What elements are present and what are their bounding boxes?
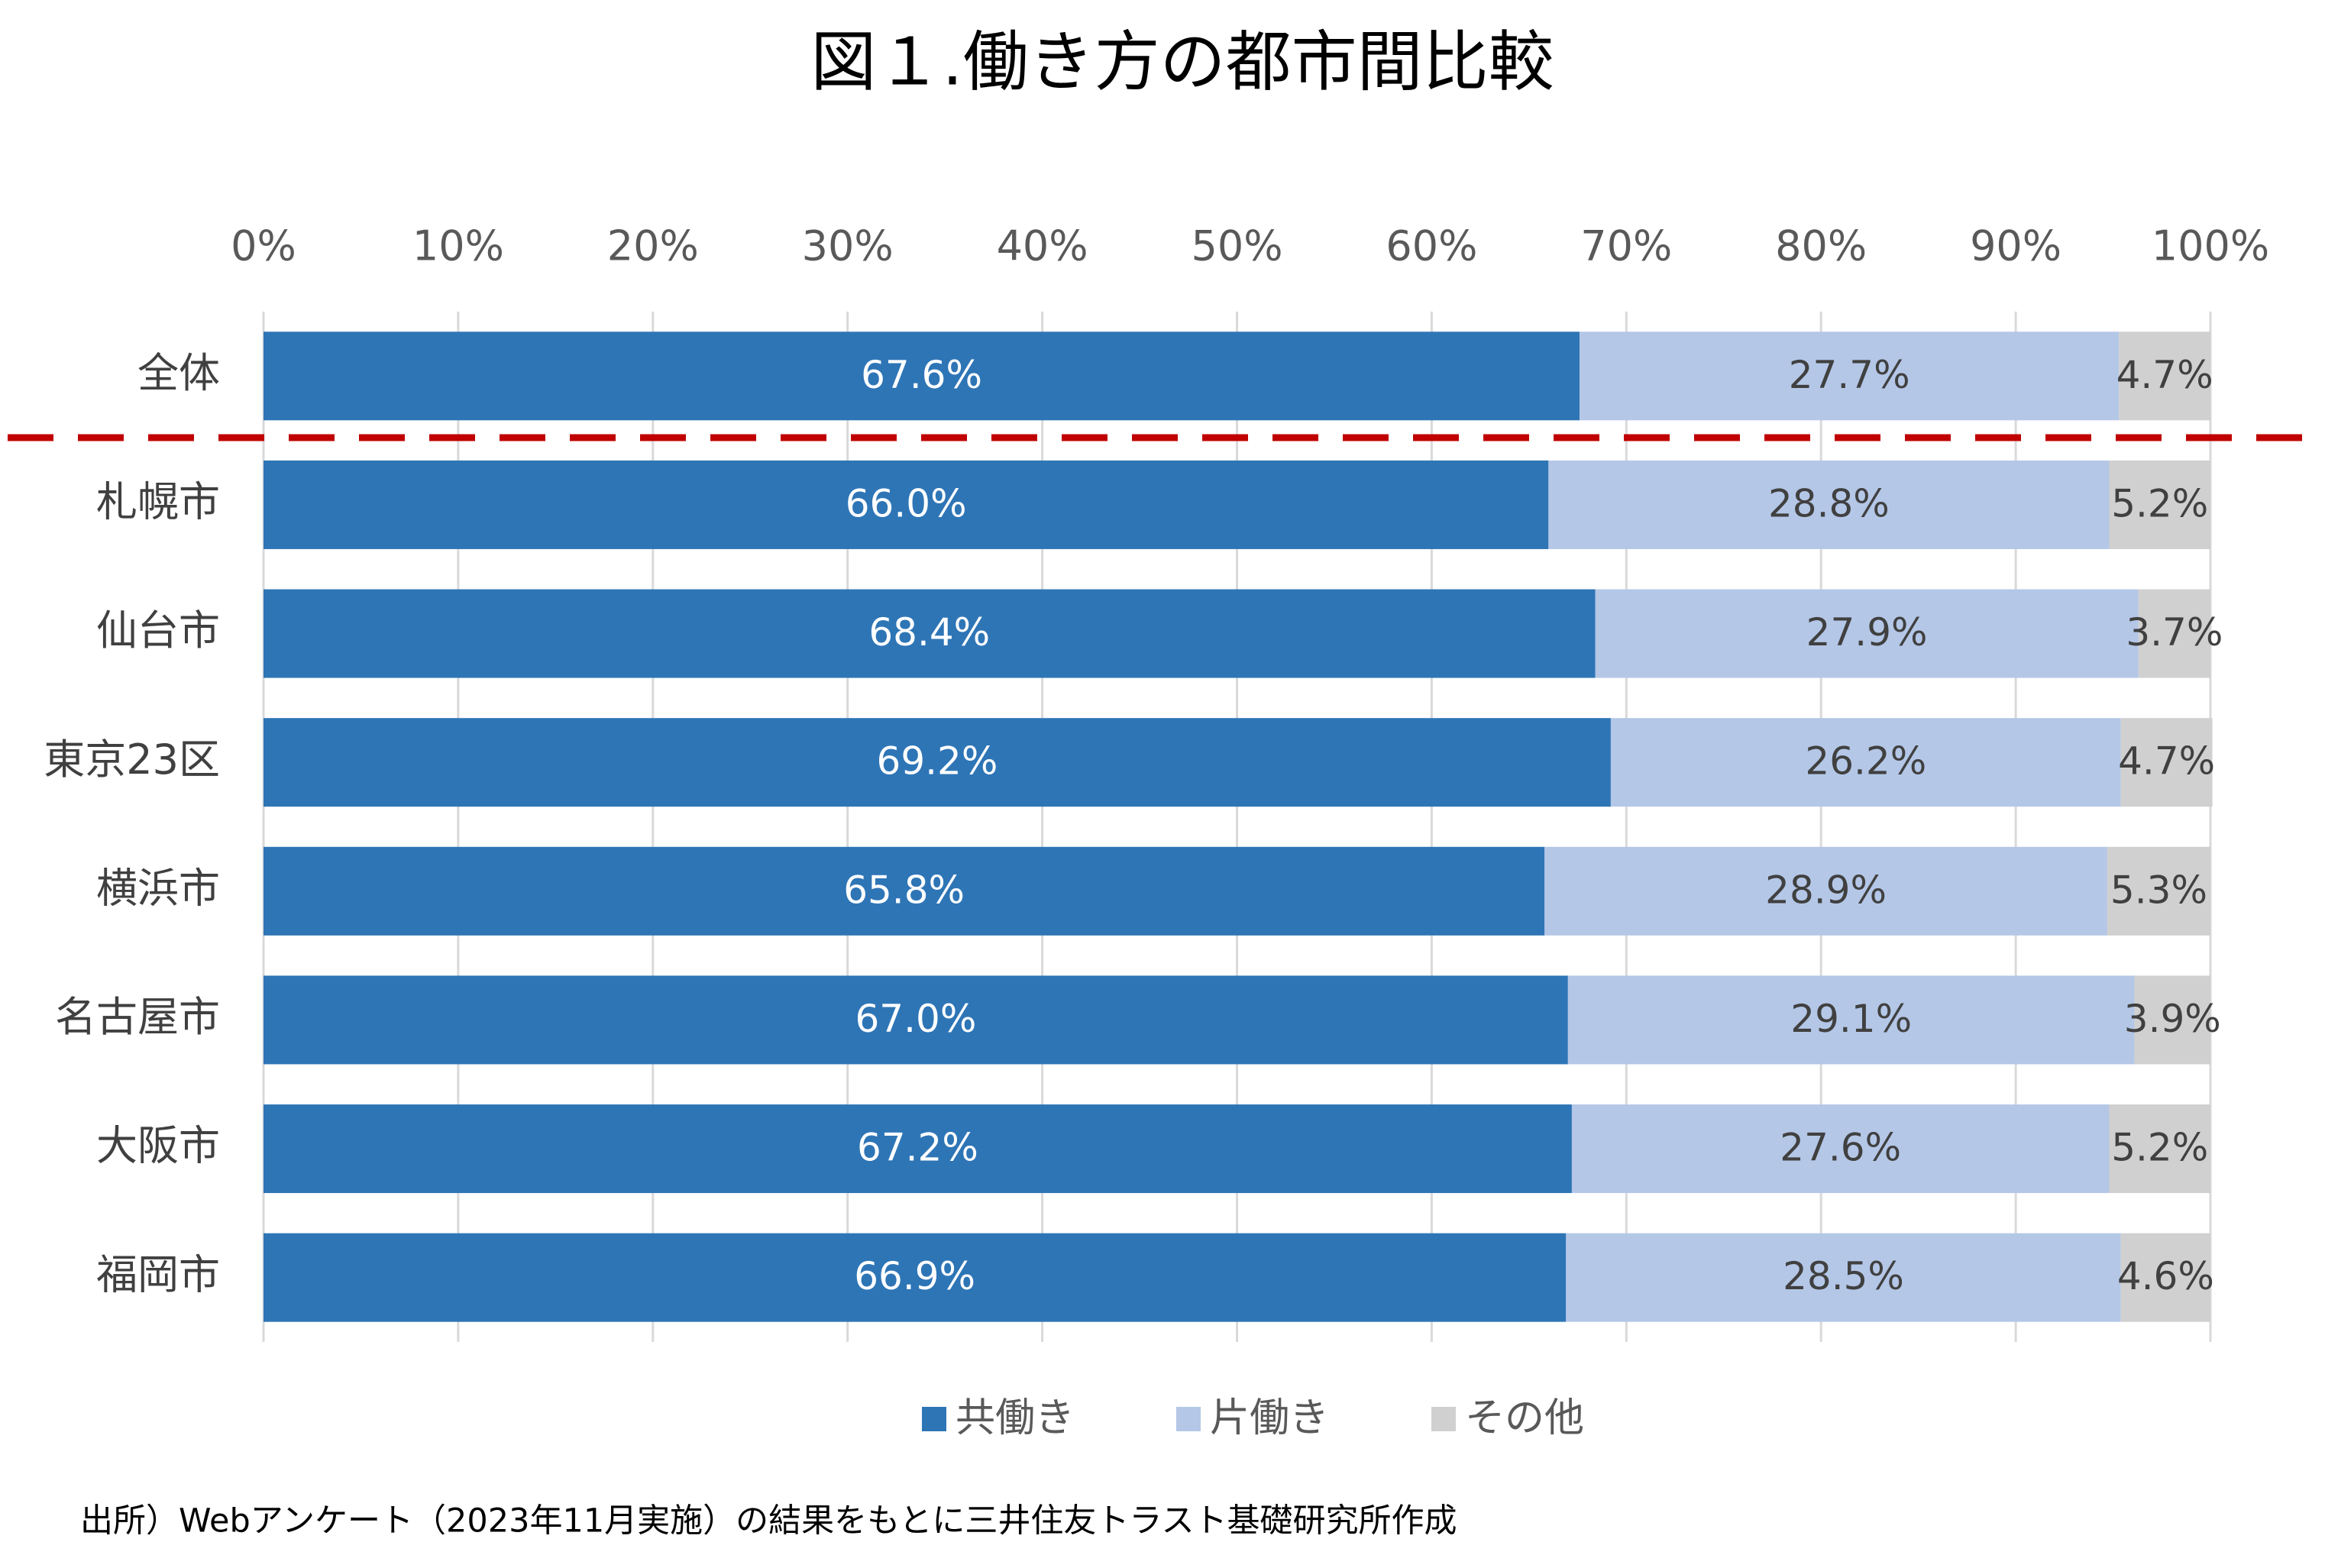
bar-segment [1548, 460, 2110, 549]
data-label: 68.4% [868, 610, 990, 655]
y-tick-label: 横浜市 [96, 864, 220, 912]
bar-segment [1610, 718, 2121, 807]
bar-segment [2134, 975, 2210, 1065]
data-label: 67.0% [855, 997, 976, 1041]
y-tick-label: 名古屋市 [55, 993, 220, 1041]
bar-segment [264, 975, 1568, 1065]
data-label: 5.3% [2110, 868, 2207, 912]
data-label: 66.9% [854, 1254, 975, 1298]
data-label: 29.1% [1790, 997, 1912, 1041]
data-label: 4.7% [2116, 353, 2213, 397]
bar-segment [264, 589, 1596, 678]
y-tick-label: 大阪市 [96, 1122, 220, 1170]
bar-segment [1566, 1233, 2121, 1322]
legend-label: 片働き [1210, 1395, 1329, 1441]
data-label: 5.2% [2111, 481, 2208, 525]
x-tick-label: 10% [412, 222, 504, 270]
chart-title: 図１.働き方の都市間比較 [810, 24, 1554, 100]
y-tick-label: 全体 [137, 349, 220, 397]
data-label: 3.7% [2126, 610, 2223, 655]
source-note: 出所）Webアンケート（2023年11月実施）の結果をもとに三井住友トラスト基礎… [80, 1502, 1457, 1541]
y-tick-label: 札幌市 [96, 478, 220, 526]
bar-segment [1544, 846, 2107, 936]
data-label: 28.5% [1783, 1254, 1904, 1298]
x-tick-label: 0% [231, 222, 296, 270]
legend-swatch [1176, 1407, 1201, 1431]
data-label: 28.8% [1768, 481, 1890, 525]
bar-segment [264, 331, 1580, 421]
x-tick-label: 50% [1191, 222, 1282, 270]
data-label: 5.2% [2111, 1126, 2208, 1170]
data-label: 3.9% [2124, 997, 2221, 1041]
legend-swatch [1431, 1407, 1456, 1431]
y-tick-label: 福岡市 [96, 1250, 220, 1298]
bar-segment [2109, 1104, 2210, 1194]
x-tick-label: 100% [2152, 222, 2269, 270]
bar-segment [2107, 846, 2210, 936]
y-tick-label: 仙台市 [96, 606, 220, 655]
bar-segment [264, 1104, 1572, 1194]
data-label: 27.9% [1806, 610, 1928, 655]
bar-segment [2109, 460, 2210, 549]
y-tick-label: 東京23区 [44, 736, 220, 784]
x-tick-label: 20% [607, 222, 699, 270]
data-label: 4.6% [2117, 1254, 2214, 1298]
data-label: 27.7% [1789, 353, 1910, 397]
bar-segment [264, 846, 1545, 936]
data-label: 67.2% [857, 1126, 978, 1170]
data-label: 26.2% [1805, 739, 1926, 784]
x-tick-label: 80% [1775, 222, 1867, 270]
x-tick-label: 70% [1580, 222, 1672, 270]
bar-segment [2119, 331, 2210, 421]
legend-label: その他 [1465, 1395, 1584, 1441]
x-tick-label: 60% [1386, 222, 1477, 270]
data-label: 4.7% [2118, 739, 2215, 784]
bar-segment [1595, 589, 2139, 678]
bar-segment [1567, 975, 2135, 1065]
legend-swatch [922, 1407, 946, 1431]
bar-segment [264, 718, 1611, 807]
x-tick-label: 40% [997, 222, 1088, 270]
x-tick-label: 30% [802, 222, 894, 270]
x-tick-label: 90% [1970, 222, 2061, 270]
data-label: 27.6% [1780, 1126, 1901, 1170]
legend-label: 共働き [956, 1395, 1075, 1441]
bar-segment [1580, 331, 2120, 421]
bar-segment [264, 1233, 1567, 1322]
data-label: 66.0% [846, 481, 967, 525]
bar-segment [264, 460, 1549, 549]
data-label: 67.6% [861, 353, 982, 397]
bar-segment [2120, 1233, 2210, 1322]
bar-segment [2138, 589, 2210, 678]
data-label: 69.2% [877, 739, 998, 784]
bar-segment [1571, 1104, 2110, 1194]
data-label: 65.8% [843, 868, 965, 912]
bar-segment [2120, 718, 2213, 807]
data-label: 28.9% [1765, 868, 1887, 912]
